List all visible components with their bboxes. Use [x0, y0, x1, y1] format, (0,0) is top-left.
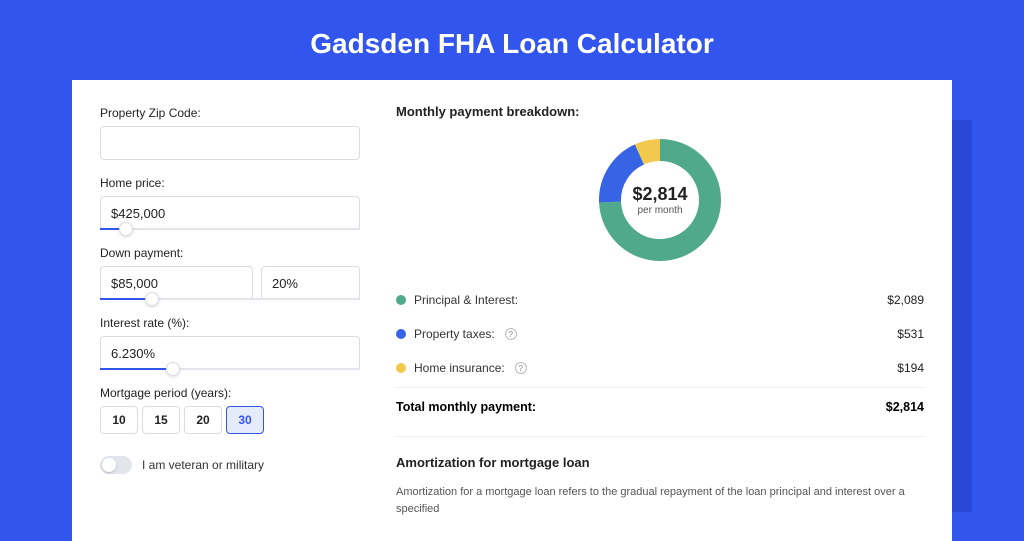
- inputs-panel: Property Zip Code: Home price: Down paym…: [100, 104, 360, 517]
- donut-sub: per month: [637, 205, 682, 216]
- amortization-desc: Amortization for a mortgage loan refers …: [396, 484, 924, 517]
- breakdown-header: Monthly payment breakdown:: [396, 104, 924, 119]
- payment-donut-chart: $2,814 per month: [595, 135, 725, 265]
- down-payment-slider[interactable]: [100, 298, 360, 300]
- amortization-header: Amortization for mortgage loan: [396, 455, 924, 470]
- interest-rate-input[interactable]: [100, 336, 360, 370]
- help-icon[interactable]: ?: [505, 328, 517, 340]
- legend-value: $531: [897, 327, 924, 341]
- period-option-20[interactable]: 20: [184, 406, 222, 434]
- zip-field: Property Zip Code:: [100, 106, 360, 160]
- help-icon[interactable]: ?: [515, 362, 527, 374]
- legend-label: Home insurance:: [414, 361, 505, 375]
- amortization-section: Amortization for mortgage loan Amortizat…: [396, 436, 924, 517]
- legend-value: $2,089: [887, 293, 924, 307]
- home-price-label: Home price:: [100, 176, 360, 190]
- interest-rate-slider[interactable]: [100, 368, 360, 370]
- period-option-30[interactable]: 30: [226, 406, 264, 434]
- total-row: Total monthly payment: $2,814: [396, 387, 924, 414]
- breakdown-panel: Monthly payment breakdown: $2,814 per mo…: [396, 104, 924, 517]
- period-field: Mortgage period (years): 10152030: [100, 386, 360, 434]
- legend-dot: [396, 363, 406, 373]
- card-shadow: [952, 120, 972, 512]
- legend-label: Property taxes:: [414, 327, 495, 341]
- interest-rate-field: Interest rate (%):: [100, 316, 360, 370]
- veteran-label: I am veteran or military: [142, 458, 264, 472]
- legend-row-2: Home insurance:? $194: [396, 351, 924, 385]
- home-price-slider[interactable]: [100, 228, 360, 230]
- down-payment-label: Down payment:: [100, 246, 360, 260]
- veteran-row: I am veteran or military: [100, 456, 360, 474]
- toggle-knob: [102, 458, 116, 472]
- calculator-card: Property Zip Code: Home price: Down paym…: [72, 80, 952, 541]
- period-option-15[interactable]: 15: [142, 406, 180, 434]
- home-price-field: Home price:: [100, 176, 360, 230]
- legend-dot: [396, 295, 406, 305]
- legend-row-1: Property taxes:? $531: [396, 317, 924, 351]
- total-value: $2,814: [886, 400, 924, 414]
- period-option-10[interactable]: 10: [100, 406, 138, 434]
- interest-rate-label: Interest rate (%):: [100, 316, 360, 330]
- down-payment-field: Down payment:: [100, 246, 360, 300]
- legend-dot: [396, 329, 406, 339]
- zip-label: Property Zip Code:: [100, 106, 360, 120]
- zip-input[interactable]: [100, 126, 360, 160]
- legend-label: Principal & Interest:: [414, 293, 518, 307]
- period-label: Mortgage period (years):: [100, 386, 360, 400]
- page-title: Gadsden FHA Loan Calculator: [0, 0, 1024, 80]
- down-payment-pct-input[interactable]: [261, 266, 360, 300]
- total-label: Total monthly payment:: [396, 400, 536, 414]
- down-payment-input[interactable]: [100, 266, 253, 300]
- donut-value: $2,814: [632, 184, 687, 205]
- legend-value: $194: [897, 361, 924, 375]
- legend-row-0: Principal & Interest: $2,089: [396, 283, 924, 317]
- veteran-toggle[interactable]: [100, 456, 132, 474]
- home-price-input[interactable]: [100, 196, 360, 230]
